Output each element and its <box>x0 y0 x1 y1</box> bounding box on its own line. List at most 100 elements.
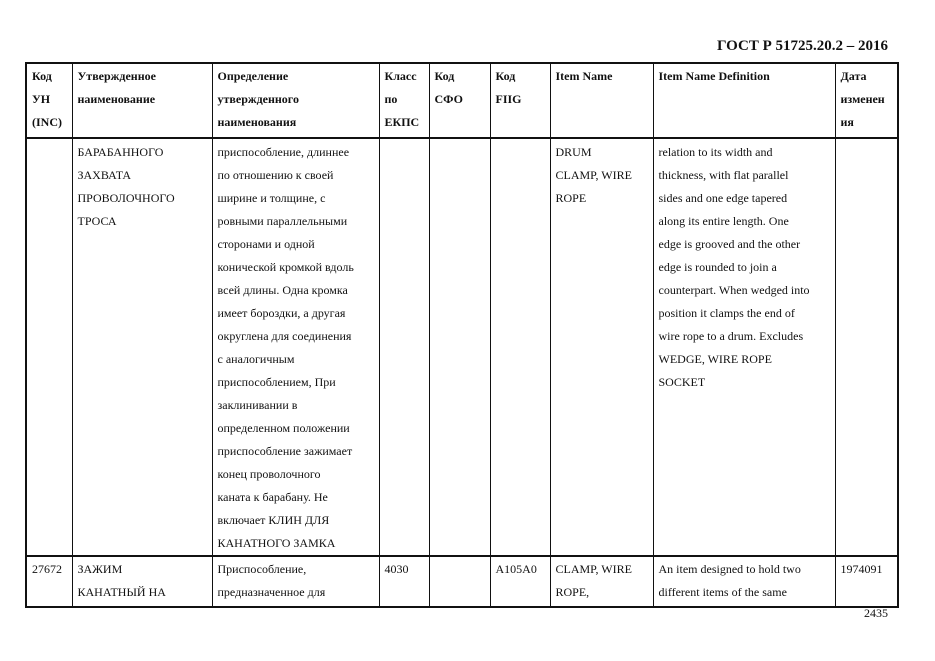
cell-line: приспособление зажимает <box>217 444 353 458</box>
column-header-inc: Код УН (INC) <box>25 62 73 139</box>
cell-line: different items of the same <box>658 585 787 599</box>
header-line: Класс <box>384 69 417 83</box>
cell-line: DRUM <box>555 145 592 159</box>
header-line: наименование <box>77 92 156 106</box>
cell-line: edge is grooved and the other <box>658 237 801 251</box>
cell-fiig-code: A105A0 <box>489 555 551 608</box>
cell-line: включает КЛИН ДЛЯ <box>217 513 330 527</box>
header-line: FIIG <box>495 92 522 106</box>
cell-line: БАРАБАННОГО <box>77 145 164 159</box>
header-line: Дата <box>840 69 867 83</box>
table-row: БАРАБАННОГО ЗАХВАТА ПРОВОЛОЧНОГО ТРОСА присп… <box>25 137 899 557</box>
cell-line: 4030 <box>384 562 409 576</box>
cell-item-name: DRUM CLAMP, WIRE ROPE <box>549 137 654 557</box>
header-line: (INC) <box>32 115 62 129</box>
cell-line: конец проволочного <box>217 467 321 481</box>
cell-sfo-code <box>428 555 491 608</box>
cell-line: counterpart. When wedged into <box>658 283 810 297</box>
cell-line: приспособление, длиннее <box>217 145 350 159</box>
header-line: Item Name <box>555 69 613 83</box>
header-line: изменен <box>840 92 885 106</box>
header-line: Код <box>32 69 52 83</box>
page-number: 2435 <box>864 606 888 620</box>
cell-line: конической кромкой вдоль <box>217 260 354 274</box>
table-header-row: Код УН (INC) Утвержденное наименование Опреде… <box>25 62 899 139</box>
header-line: ЕКПС <box>384 115 420 129</box>
cell-line: ТРОСА <box>77 214 117 228</box>
header-line: ия <box>840 115 854 129</box>
cell-fiig-code <box>489 137 551 557</box>
cell-inc <box>25 137 73 557</box>
header-line: Item Name Definition <box>658 69 770 83</box>
header-line: наименования <box>217 115 297 129</box>
cell-change-date: 1974091 <box>834 555 899 608</box>
table-row: 27672 ЗАЖИМ КАНАТНЫЙ НА Приспособление, пред… <box>25 555 899 608</box>
header-line: Код <box>434 69 455 83</box>
cell-line: каната к барабану. Не <box>217 490 328 504</box>
column-header-definition: Определение утвержденного наименования <box>211 62 380 139</box>
cell-ekps-class: 4030 <box>378 555 430 608</box>
cell-line: ROPE <box>555 191 587 205</box>
cell-line: edge is rounded to join a <box>658 260 777 274</box>
cell-inc: 27672 <box>25 555 73 608</box>
cell-line: ЗАХВАТА <box>77 168 132 182</box>
cell-line: ЗАЖИМ <box>77 562 123 576</box>
cell-line: Приспособление, <box>217 562 307 576</box>
cell-line: SOCKET <box>658 375 706 389</box>
cell-definition: приспособление, длиннее по отношению к св… <box>211 137 380 557</box>
cell-line: along its entire length. One <box>658 214 789 228</box>
header-line: УН <box>32 92 51 106</box>
header-line: утвержденного <box>217 92 299 106</box>
cell-sfo-code <box>428 137 491 557</box>
cell-line: ПРОВОЛОЧНОГО <box>77 191 175 205</box>
cell-line: приспособлением, При <box>217 375 336 389</box>
cell-line: ROPE, <box>555 585 590 599</box>
cell-approved-name: БАРАБАННОГО ЗАХВАТА ПРОВОЛОЧНОГО ТРОСА <box>71 137 213 557</box>
column-header-approved-name: Утвержденное наименование <box>71 62 213 139</box>
cell-item-name-definition: relation to its width and thickness, with… <box>652 137 836 557</box>
header-line: СФО <box>434 92 463 106</box>
header-line: по <box>384 92 398 106</box>
cell-line: CLAMP, WIRE <box>555 168 632 182</box>
column-header-ekps-class: Класс по ЕКПС <box>378 62 430 139</box>
cell-line: An item designed to hold two <box>658 562 801 576</box>
column-header-sfo-code: Код СФО <box>428 62 491 139</box>
cell-line: с аналогичным <box>217 352 295 366</box>
cell-line: position it clamps the end of <box>658 306 795 320</box>
column-header-item-name-definition: Item Name Definition <box>652 62 836 139</box>
column-header-item-name: Item Name <box>549 62 654 139</box>
cell-change-date <box>834 137 899 557</box>
cell-line: CLAMP, WIRE <box>555 562 632 576</box>
document-title: ГОСТ Р 51725.20.2 – 2016 <box>716 38 888 54</box>
cell-line: сторонами и одной <box>217 237 315 251</box>
cell-line: предназначенное для <box>217 585 326 599</box>
column-header-change-date: Дата изменен ия <box>834 62 899 139</box>
cell-line: wire rope to a drum. Excludes <box>658 329 804 343</box>
cell-item-name-definition: An item designed to hold two different it… <box>652 555 836 608</box>
header-line: Код <box>495 69 516 83</box>
cell-line: 27672 <box>32 562 62 576</box>
cell-line: 1974091 <box>840 562 883 576</box>
data-table: Код УН (INC) Утвержденное наименование Опреде… <box>25 62 899 608</box>
cell-line: ширине и толщине, с <box>217 191 326 205</box>
cell-ekps-class <box>378 137 430 557</box>
cell-line: thickness, with flat parallel <box>658 168 789 182</box>
cell-approved-name: ЗАЖИМ КАНАТНЫЙ НА <box>71 555 213 608</box>
cell-line: по отношению к своей <box>217 168 334 182</box>
cell-line: ровными параллельными <box>217 214 348 228</box>
header-line: Определение <box>217 69 289 83</box>
cell-line: relation to its width and <box>658 145 773 159</box>
cell-line: имеет бороздки, а другая <box>217 306 346 320</box>
cell-line: КАНАТНОГО ЗАМКА <box>217 536 336 550</box>
header-line: Утвержденное <box>77 69 156 83</box>
column-header-fiig-code: Код FIIG <box>489 62 551 139</box>
cell-line: A105A0 <box>495 562 537 576</box>
cell-line: sides and one edge tapered <box>658 191 788 205</box>
cell-line: округлена для соединения <box>217 329 352 343</box>
cell-line: КАНАТНЫЙ НА <box>77 585 166 599</box>
cell-definition: Приспособление, предназначенное для <box>211 555 380 608</box>
cell-line: определенном положении <box>217 421 350 435</box>
cell-line: всей длины. Одна кромка <box>217 283 348 297</box>
cell-line: WEDGE, WIRE ROPE <box>658 352 772 366</box>
cell-item-name: CLAMP, WIRE ROPE, <box>549 555 654 608</box>
